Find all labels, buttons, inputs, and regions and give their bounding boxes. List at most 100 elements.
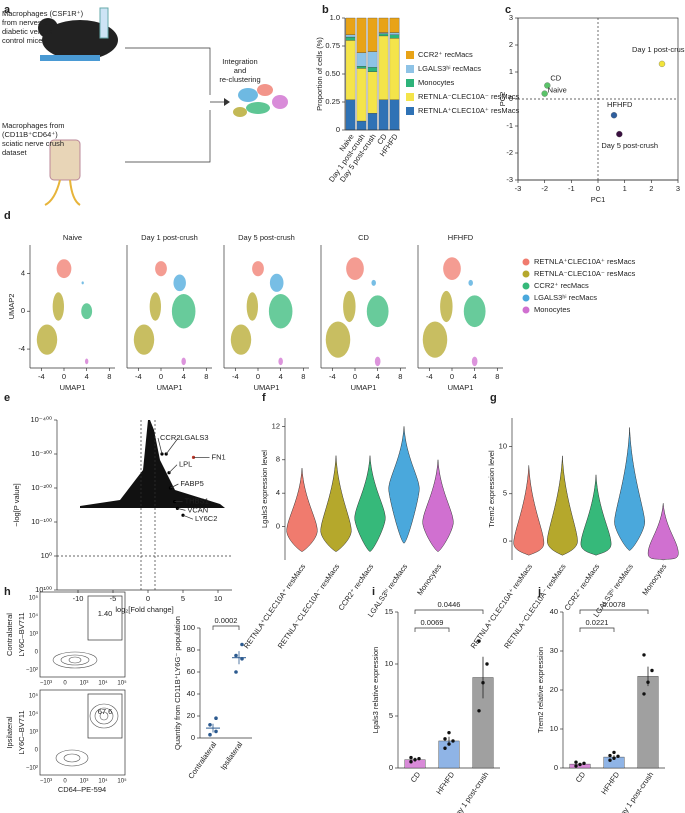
arrows	[125, 47, 228, 163]
flow-tick: −10³	[40, 681, 52, 687]
violin	[580, 474, 612, 556]
y-tick-label: 20	[187, 711, 195, 720]
bar-segment	[389, 38, 400, 100]
sample-label: Contralateral	[5, 613, 14, 656]
bar-segment	[378, 32, 389, 34]
point	[616, 754, 620, 758]
y-axis-label: Quantity from CD11B⁺LY6G⁻ population	[173, 616, 182, 750]
bar-segment	[389, 32, 400, 35]
x-tick-label: 4	[376, 372, 380, 381]
y-tick-label: 0	[509, 94, 513, 103]
point	[214, 729, 218, 734]
x-tick-label: -4	[426, 372, 433, 381]
x-tick-label: 4	[85, 372, 89, 381]
cluster-cloud	[269, 273, 284, 292]
x-category-label: CD	[409, 770, 423, 785]
point-label: HFHFD	[607, 100, 633, 109]
x-tick-label: 0	[159, 372, 163, 381]
y-axis-label: Trem2 relative expression	[536, 647, 545, 733]
cluster-cloud	[343, 290, 356, 323]
x-axis-label: UMAP1	[254, 383, 280, 392]
x-tick-label: 4	[473, 372, 477, 381]
significance-bracket	[579, 609, 649, 614]
gene-label: LGALS3	[180, 433, 208, 442]
violin	[354, 455, 386, 552]
point	[582, 761, 586, 766]
flow-tick: 0	[63, 779, 67, 785]
x-tick-label: 5	[181, 594, 185, 603]
legend-marker	[522, 294, 530, 302]
bar-segment	[378, 99, 389, 131]
point	[574, 760, 578, 764]
schematic-text: Integration	[222, 57, 257, 66]
flow-tick: 0	[35, 650, 39, 656]
flow-tick: 10³	[29, 632, 38, 638]
cluster-cloud	[268, 294, 293, 329]
bar-segment	[367, 67, 378, 72]
bar-segment	[356, 17, 367, 53]
cluster-cloud	[252, 261, 264, 277]
y-tick-label: 40	[187, 689, 195, 698]
x-category-label: CCR2⁺ recMacs	[562, 562, 601, 612]
y-tick-label: 30	[550, 646, 558, 655]
x-tick-label: 4	[279, 372, 283, 381]
bar-segment	[345, 17, 356, 35]
legend-label: RETNLA⁻CLEC10A⁻ resMacs	[418, 92, 520, 101]
flow-tick: 10³	[29, 730, 38, 736]
label-line	[182, 514, 194, 520]
x-axis-label: UMAP1	[157, 383, 183, 392]
cluster-cloud	[84, 358, 89, 365]
point	[612, 756, 616, 760]
violin	[647, 503, 679, 561]
legend-label: CCR2⁺ recMacs	[418, 50, 473, 59]
point	[451, 739, 455, 743]
schematic-text: (CD11B⁺CD64⁺)	[2, 130, 58, 139]
cluster-cloud	[81, 303, 93, 320]
y-tick-label: 15	[385, 607, 393, 616]
schematic-text: re-clustering	[219, 75, 260, 84]
bar-segment	[356, 52, 367, 67]
point	[443, 746, 447, 750]
bar	[637, 676, 659, 769]
point	[658, 60, 666, 68]
umap-title: Naive	[63, 233, 82, 242]
panel-label: f	[262, 392, 266, 404]
point	[477, 639, 481, 643]
gene-label: FN1	[212, 452, 226, 461]
schematic-text: control mice	[2, 36, 42, 45]
y-tick-label: 10	[499, 441, 507, 450]
flow-tick: −10³	[40, 779, 52, 785]
x-tick-label: -1	[568, 184, 575, 193]
x-tick-label: 8	[107, 372, 111, 381]
bar-segment	[389, 99, 400, 131]
panel-label: e	[4, 392, 10, 404]
point	[234, 670, 238, 674]
x-category-label: Monocytes	[415, 562, 443, 597]
violin	[320, 455, 352, 552]
umap-title: Day 5 post-crush	[238, 233, 295, 242]
sample-label: Ipsilateral	[5, 716, 14, 748]
flow-tick: 10⁴	[29, 613, 39, 620]
y-axis-label: Lgals3 expression level	[260, 450, 269, 528]
cluster-cloud	[371, 279, 376, 286]
gene-label: VCAN	[187, 505, 208, 514]
bar-segment	[367, 71, 378, 114]
cluster-cloud	[422, 321, 448, 358]
axis-label: LY6C–BV711	[17, 612, 26, 656]
point	[447, 730, 451, 735]
schematic-text: from nerves of	[2, 18, 51, 27]
gene-label: FABP5	[180, 479, 203, 488]
schematic	[38, 7, 288, 206]
x-axis-label: UMAP1	[60, 383, 86, 392]
x-tick-label: -4	[232, 372, 239, 381]
bar-segment	[367, 113, 378, 131]
y-tick-label: 0	[336, 125, 340, 134]
point	[650, 668, 654, 673]
y-tick-label: 80	[187, 645, 195, 654]
flow-art	[39, 591, 126, 776]
cluster-cloud	[52, 292, 64, 321]
y-tick-label: 5	[389, 711, 393, 720]
point	[240, 642, 244, 647]
label-line	[170, 483, 179, 489]
legend-swatch	[406, 79, 414, 87]
